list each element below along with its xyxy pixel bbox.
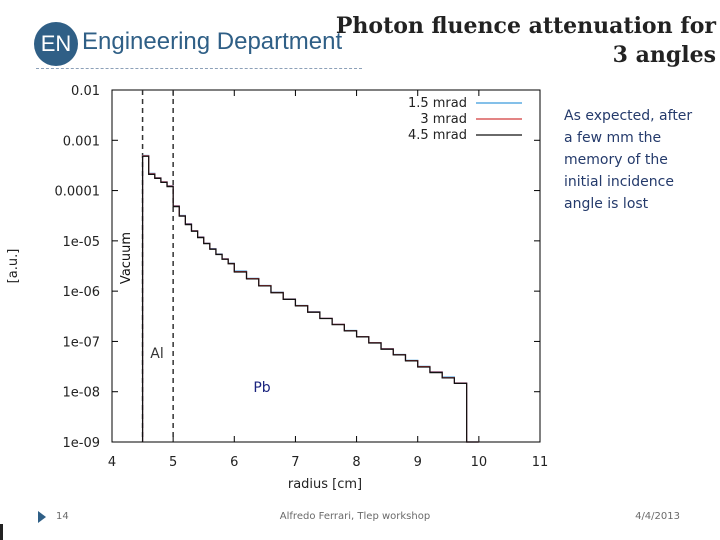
legend-label: 4.5 mrad: [408, 128, 467, 143]
page-number: 14: [56, 511, 69, 522]
x-tick-label: 11: [532, 455, 549, 470]
x-axis-label: radius [cm]: [288, 477, 362, 492]
footer-date: 4/4/2013: [635, 511, 680, 522]
x-tick-label: 7: [291, 455, 299, 470]
annotation-al: Al: [150, 346, 163, 362]
slide-title: Photon fluence attenuation for 3 angles: [320, 12, 716, 70]
y-tick-label: 1e-09: [62, 436, 100, 451]
x-tick-label: 5: [169, 455, 177, 470]
annotation-pb: Pb: [253, 380, 270, 396]
logo-text: Engineering Department: [82, 28, 343, 55]
footer-bullet-icon: [38, 511, 46, 523]
footer-author: Alfredo Ferrari, Tlep workshop: [279, 511, 431, 522]
x-tick-label: 10: [471, 455, 488, 470]
header-divider: [36, 68, 362, 69]
series-line-2: [141, 155, 479, 443]
x-tick-label: 9: [414, 455, 422, 470]
y-tick-label: 0.01: [71, 84, 100, 99]
annotation-note: As expected, after a few mm the memory o…: [564, 108, 693, 212]
department-logo: EN Engineering Department: [34, 22, 342, 66]
title-line-1: Photon fluence attenuation for: [335, 13, 716, 39]
x-tick-label: 8: [352, 455, 360, 470]
y-tick-label: 0.001: [63, 134, 100, 149]
series-line-1: [141, 154, 479, 443]
x-tick-label: 6: [230, 455, 238, 470]
legend-label: 1.5 mrad: [408, 96, 467, 111]
y-axis-ticks: 0.01 0.001 0.0001 1e-05 1e-06 1e-07 1e-08 1e-09: [55, 84, 540, 451]
x-tick-label: 4: [108, 455, 116, 470]
series-layer: [141, 154, 479, 443]
legend-label: 3 mrad: [420, 112, 467, 127]
y-axis-label: [a.u.]: [6, 249, 21, 284]
logo-mark: EN: [40, 31, 72, 56]
edge-mark: [0, 524, 3, 540]
x-axis-ticks: 4 5 6 7 8 9 10 11: [108, 90, 548, 470]
logo-circle: [34, 22, 78, 66]
y-tick-label: 1e-07: [62, 335, 100, 350]
annotation-vacuum: Vacuum: [119, 232, 134, 284]
series-line-3: [141, 155, 479, 443]
region-boundaries: [141, 90, 174, 442]
title-line-2: 3 angles: [612, 42, 716, 68]
y-tick-label: 0.0001: [55, 185, 101, 200]
y-tick-label: 1e-05: [62, 235, 100, 250]
y-tick-label: 1e-08: [62, 386, 100, 401]
plot-frame: [111, 89, 541, 443]
y-tick-label: 1e-06: [62, 285, 100, 300]
